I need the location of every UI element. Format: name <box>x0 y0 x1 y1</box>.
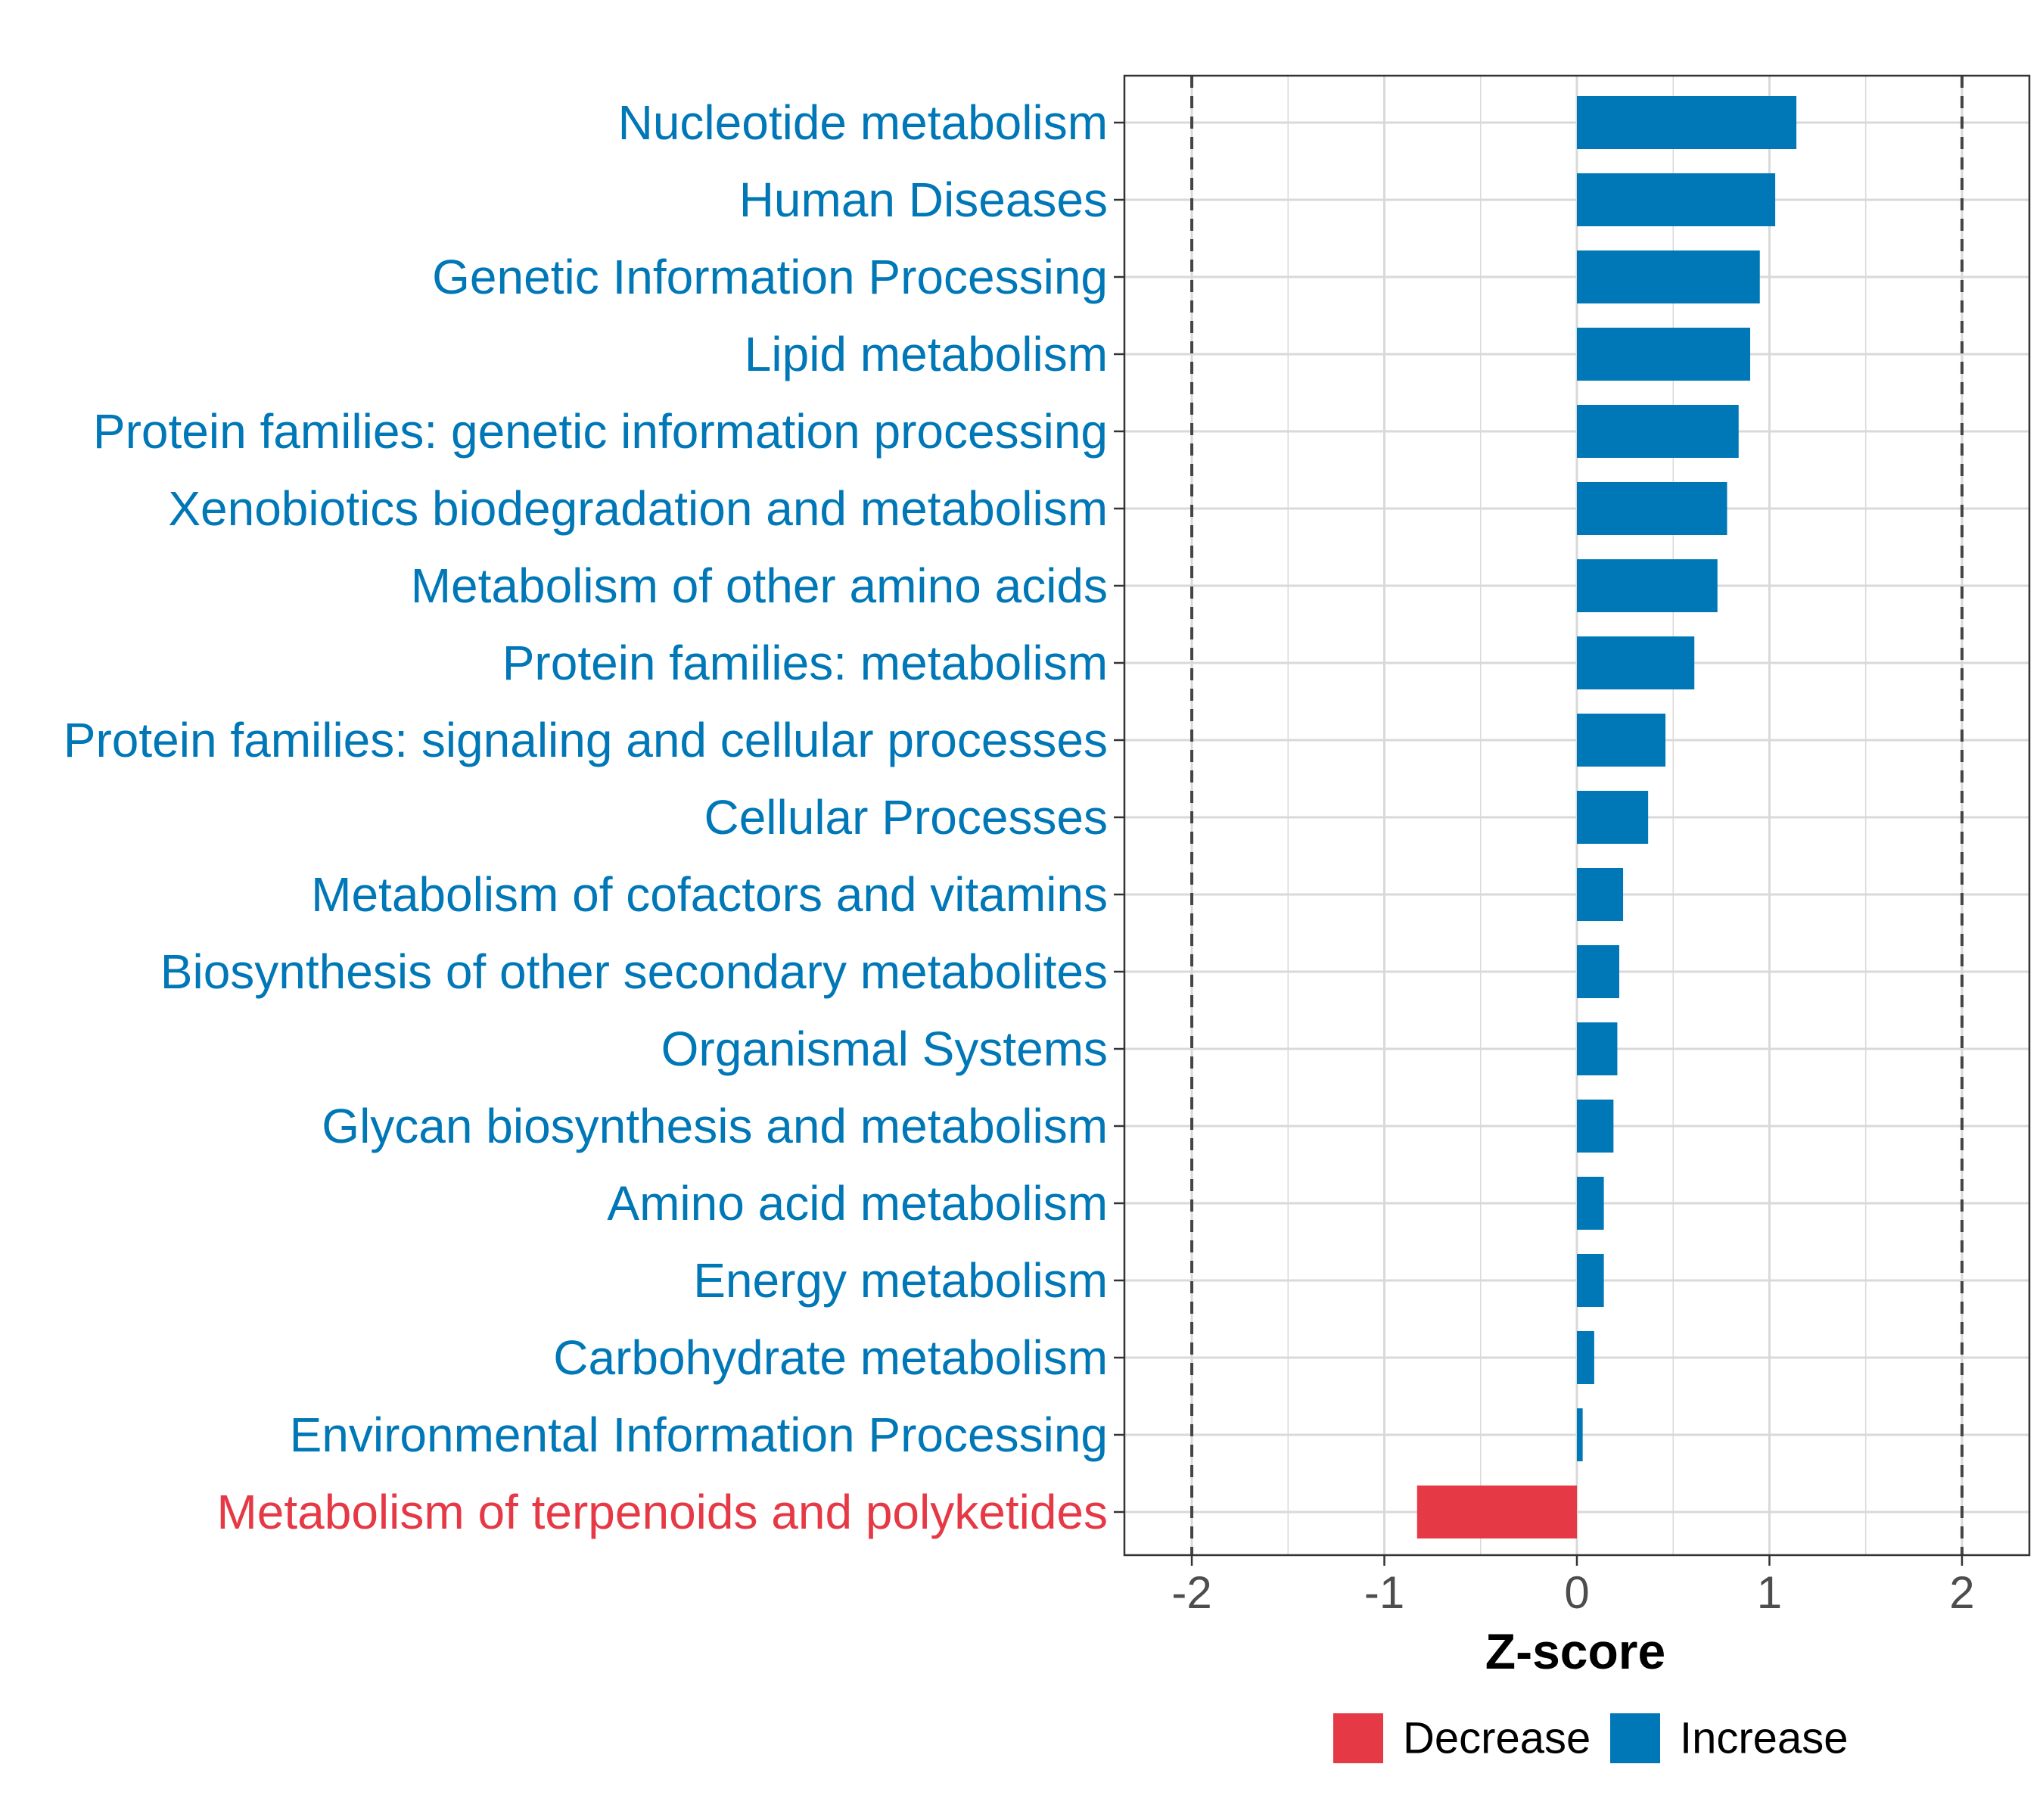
x-axis-title: Z-score <box>1485 1623 1665 1679</box>
category-label: Xenobiotics biodegradation and metabolis… <box>168 481 1108 536</box>
bar-increase <box>1577 250 1760 303</box>
category-label: Metabolism of terpenoids and polyketides <box>216 1485 1108 1539</box>
category-label: Carbohydrate metabolism <box>553 1330 1108 1385</box>
category-label: Genetic Information Processing <box>432 250 1108 304</box>
x-tick-label: -2 <box>1171 1567 1211 1618</box>
bar-increase <box>1577 1100 1614 1153</box>
category-label: Energy metabolism <box>693 1253 1108 1308</box>
legend-swatch-decrease <box>1333 1713 1383 1763</box>
category-label: Biosynthesis of other secondary metaboli… <box>160 944 1108 999</box>
x-tick-label: -1 <box>1364 1567 1404 1618</box>
category-label: Organismal Systems <box>661 1022 1108 1076</box>
category-label: Protein families: metabolism <box>502 636 1108 690</box>
legend: Decrease Increase <box>1333 1713 1848 1763</box>
bar-increase <box>1577 173 1776 226</box>
x-tick-label: 2 <box>1949 1567 1974 1618</box>
x-tick-label: 1 <box>1757 1567 1782 1618</box>
bars <box>1416 96 1797 1538</box>
bar-increase <box>1577 559 1718 612</box>
category-label: Amino acid metabolism <box>607 1176 1108 1230</box>
legend-label-increase: Increase <box>1680 1714 1848 1763</box>
category-label: Metabolism of cofactors and vitamins <box>311 867 1108 922</box>
bar-increase <box>1577 714 1666 767</box>
category-label: Glycan biosynthesis and metabolism <box>322 1099 1108 1153</box>
bar-increase <box>1577 328 1751 381</box>
bar-increase <box>1577 1177 1604 1230</box>
bar-increase <box>1577 636 1695 689</box>
category-label: Protein families: genetic information pr… <box>93 404 1108 459</box>
bar-decrease <box>1416 1486 1577 1538</box>
category-label: Environmental Information Processing <box>290 1408 1108 1462</box>
bar-increase <box>1577 791 1649 844</box>
reference-lines <box>1190 76 1964 1555</box>
bar-increase <box>1577 945 1619 998</box>
bar-increase <box>1577 1022 1618 1075</box>
bar-increase <box>1577 1254 1604 1307</box>
bar-increase <box>1577 868 1624 921</box>
category-label: Cellular Processes <box>704 790 1108 845</box>
category-label: Protein families: signaling and cellular… <box>64 713 1108 767</box>
category-label: Human Diseases <box>739 173 1108 227</box>
bar-increase <box>1577 1331 1594 1384</box>
legend-label-decrease: Decrease <box>1403 1714 1591 1763</box>
x-tick-label: 0 <box>1564 1567 1589 1618</box>
category-label: Metabolism of other amino acids <box>411 558 1108 613</box>
category-label: Lipid metabolism <box>745 327 1108 381</box>
bar-increase <box>1577 1408 1583 1461</box>
bar-increase <box>1577 482 1727 535</box>
bar-increase <box>1577 405 1739 458</box>
legend-swatch-increase <box>1610 1713 1660 1763</box>
x-axis: -2 -1 0 1 2 <box>1171 1555 1975 1618</box>
category-label: Nucleotide metabolism <box>618 95 1108 150</box>
category-labels: Nucleotide metabolism Human Diseases Genet… <box>64 95 1124 1539</box>
bar-increase <box>1577 96 1797 149</box>
